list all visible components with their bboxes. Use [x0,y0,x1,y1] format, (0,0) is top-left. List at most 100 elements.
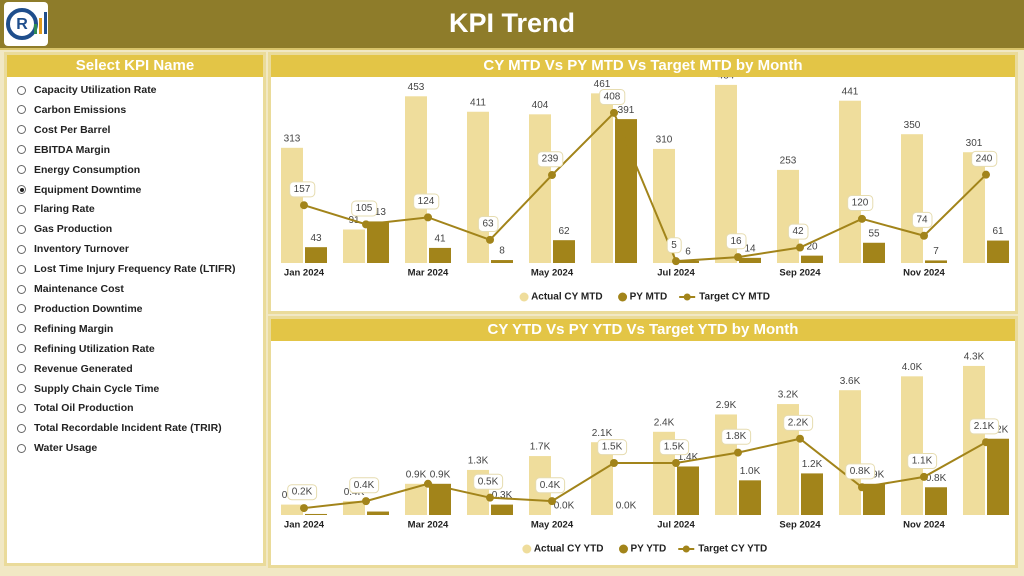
kpi-label[interactable]: Water Usage [34,442,98,455]
data-label: 411 [470,97,486,108]
x-tick-label: Jul 2024 [657,268,695,279]
radio-button[interactable] [17,204,26,214]
label-box [666,237,682,254]
label-box [287,484,318,501]
kpi-label[interactable]: Gas Production [34,223,113,236]
kpi-label[interactable]: Production Downtime [34,302,143,315]
kpi-option[interactable]: Equipment Downtime [17,184,141,196]
radio-button[interactable] [17,244,26,254]
kpi-option[interactable]: Energy Consumption [17,164,140,176]
kpi-option[interactable]: Refining Margin [17,323,113,335]
bar [405,96,427,264]
data-label: 55 [868,228,880,239]
radio-button[interactable] [17,344,26,354]
line-point [486,493,494,502]
kpi-label[interactable]: Supply Chain Cycle Time [34,382,160,395]
kpi-label[interactable]: Capacity Utilization Rate [34,84,157,96]
bar [281,504,303,515]
radio-button[interactable] [17,403,26,413]
kpi-option[interactable]: Total Oil Production [17,402,134,414]
radio-button[interactable] [17,364,26,374]
label-box [971,150,998,167]
data-label: 1.7K [530,442,551,453]
kpi-option[interactable]: Refining Utilization Rate [17,343,155,355]
kpi-option[interactable]: Revenue Generated [17,363,133,375]
legend-swatch [618,544,628,554]
radio-button[interactable] [17,264,26,274]
bar [801,473,823,515]
kpi-label[interactable]: Refining Margin [34,322,114,335]
kpi-label[interactable]: Revenue Generated [34,362,133,375]
radio-button[interactable] [17,185,26,194]
kpi-label[interactable]: Cost Per Barrel [34,123,111,136]
kpi-label[interactable]: Flaring Rate [34,203,95,216]
bar [677,260,699,263]
radio-button[interactable] [17,125,26,135]
kpi-option[interactable]: Supply Chain Cycle Time [17,383,159,395]
radio-button[interactable] [17,224,26,234]
kpi-label[interactable]: Total Recordable Incident Rate (TRIR) [34,422,222,435]
radio-button[interactable] [17,324,26,334]
bar [839,390,861,515]
data-label: 2.1K [974,421,995,432]
kpi-label[interactable]: Carbon Emissions [34,103,127,116]
kpi-panel: Select KPI Name Capacity Utilization Rat… [4,52,266,566]
radio-button[interactable] [17,165,26,175]
kpi-option[interactable]: Inventory Turnover [17,243,129,255]
x-tick-label: May 2024 [531,268,574,279]
label-box [413,193,440,210]
kpi-label[interactable]: Refining Utilization Rate [34,342,155,355]
radio-button[interactable] [17,384,26,393]
kpi-label[interactable]: Inventory Turnover [34,243,129,256]
svg-text:R: R [16,16,28,33]
kpi-label[interactable]: Total Oil Production [34,402,134,415]
kpi-option[interactable]: Gas Production [17,223,112,235]
line-point [920,472,928,481]
kpi-option[interactable]: Total Recordable Incident Rate (TRIR) [17,422,222,434]
kpi-option[interactable]: Water Usage [17,442,97,454]
label-box [289,181,316,198]
bar [925,487,947,515]
data-label: 120 [852,197,869,208]
line [303,111,987,263]
kpi-option[interactable]: EBITDA Margin [17,144,110,156]
data-label: 43 [310,233,322,244]
data-label: 42 [792,226,804,237]
label-box [597,439,628,456]
kpi-option[interactable]: Production Downtime [17,303,143,315]
chart-title: CY YTD Vs PY YTD Vs Target YTD by Month [271,319,1015,341]
data-label: 113 [370,207,386,218]
radio-button[interactable] [17,284,26,294]
radio-button[interactable] [17,105,26,115]
kpi-label[interactable]: EBITDA Margin [34,143,111,156]
x-tick-label: Mar 2024 [408,268,449,279]
legend-swatch [683,293,691,301]
data-label: 3.6K [840,376,861,387]
data-label: 4.0K [902,362,923,373]
radio-button[interactable] [17,423,26,433]
legend-item: PY YTD [618,544,666,555]
kpi-label[interactable]: Equipment Downtime [34,183,142,196]
line-point [858,214,866,223]
kpi-option[interactable]: Lost Time Injury Frequency Rate (LTIFR) [17,263,235,275]
kpi-option[interactable]: Cost Per Barrel [17,124,110,136]
radio-button[interactable] [17,85,26,95]
label-box [847,194,874,211]
label-box [473,473,504,490]
bar [405,483,427,515]
line-point [672,257,680,266]
kpi-option[interactable]: Capacity Utilization Rate [17,84,157,96]
radio-button[interactable] [17,304,26,314]
kpi-option[interactable]: Maintenance Cost [17,283,124,295]
kpi-label[interactable]: Energy Consumption [34,163,141,176]
label-box [907,453,938,470]
data-label: 0.8K [926,473,947,484]
data-label: 453 [408,82,425,93]
kpi-label[interactable]: Lost Time Injury Frequency Rate (LTIFR) [34,263,236,276]
kpi-option[interactable]: Carbon Emissions [17,104,126,116]
data-label: 2.9K [716,400,737,411]
radio-button[interactable] [17,145,26,155]
radio-button[interactable] [17,443,26,453]
kpi-option[interactable]: Flaring Rate [17,203,95,215]
kpi-label[interactable]: Maintenance Cost [34,283,124,295]
